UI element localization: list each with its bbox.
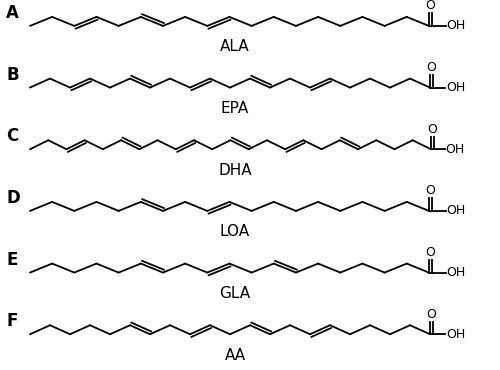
Text: C: C bbox=[6, 127, 18, 145]
Text: ALA: ALA bbox=[220, 39, 250, 54]
Text: D: D bbox=[6, 189, 20, 207]
Text: O: O bbox=[426, 307, 436, 321]
Text: LOA: LOA bbox=[220, 224, 250, 239]
Text: OH: OH bbox=[446, 81, 465, 94]
Text: O: O bbox=[426, 246, 436, 259]
Text: DHA: DHA bbox=[218, 162, 252, 178]
Text: OH: OH bbox=[446, 19, 466, 33]
Text: AA: AA bbox=[224, 347, 246, 363]
Text: EPA: EPA bbox=[221, 101, 249, 116]
Text: O: O bbox=[426, 61, 436, 74]
Text: F: F bbox=[6, 312, 18, 330]
Text: B: B bbox=[6, 65, 18, 84]
Text: E: E bbox=[6, 250, 18, 269]
Text: OH: OH bbox=[446, 204, 466, 218]
Text: O: O bbox=[426, 184, 436, 197]
Text: O: O bbox=[426, 0, 436, 12]
Text: OH: OH bbox=[446, 328, 465, 341]
Text: OH: OH bbox=[446, 266, 466, 279]
Text: A: A bbox=[6, 4, 19, 22]
Text: O: O bbox=[428, 122, 438, 136]
Text: OH: OH bbox=[446, 143, 465, 156]
Text: GLA: GLA bbox=[220, 286, 250, 301]
